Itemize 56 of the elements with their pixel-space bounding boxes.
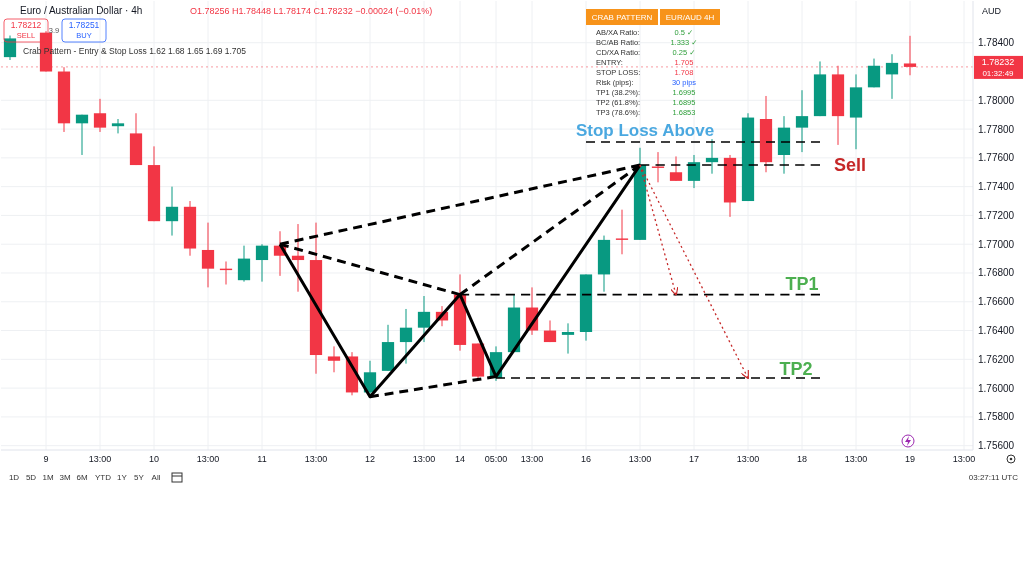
x-tick-label: 13:00 (952, 454, 976, 464)
y-tick-label: 1.75800 (978, 411, 1015, 423)
x-tick-label: 9 (43, 454, 49, 464)
x-tick-label: 13:00 (412, 454, 436, 464)
text: YTD (95, 473, 112, 482)
y-tick-label: 1.76600 (978, 296, 1015, 308)
annotation: O1.78256 H1.78448 L1.78174 C1.78232 −0.00024 (−0.01%) (190, 6, 433, 16)
x-tick-label: 14 (454, 454, 466, 464)
y-tick-label: 1.77000 (978, 238, 1015, 250)
annotation: CRAB PATTERN (591, 13, 653, 22)
annotation: EUR/AUD 4H (665, 13, 715, 22)
annotation: Stop Loss Above (575, 121, 715, 140)
x-tick-label: 13:00 (196, 454, 220, 464)
y-tick-label: 1.77200 (978, 209, 1015, 221)
y-tick-label: 1.76800 (978, 267, 1015, 279)
y-tick-label: 1.78000 (978, 94, 1015, 106)
y-tick-label: 1.76400 (978, 325, 1015, 337)
x-tick-label: 16 (580, 454, 592, 464)
x-tick-label: 10 (148, 454, 160, 464)
text: 3M (59, 473, 71, 482)
x-tick-label: 13:00 (736, 454, 760, 464)
annotation: Sell (833, 155, 867, 175)
ref-line-label: 1.78232 (981, 56, 1015, 67)
x-tick-label: 13:00 (520, 454, 544, 464)
y-tick-label: 1.77800 (978, 123, 1015, 135)
annotation: TP2 (779, 359, 813, 379)
text: 1Y (117, 473, 128, 482)
y-tick-label: 1.78400 (978, 37, 1015, 49)
text: 1D (8, 473, 20, 482)
text: 5D (25, 473, 37, 482)
x-tick-label: 19 (904, 454, 916, 464)
y-tick-label: 1.76000 (978, 382, 1015, 394)
chart-title: Euro / Australian Dollar · 4h (20, 5, 143, 16)
annotation: 1.78212 (10, 20, 42, 30)
x-tick-label: 05:00 (484, 454, 508, 464)
annotation: TP1 (785, 274, 819, 294)
annotation: 1.78251 (68, 20, 100, 30)
text: 5Y (134, 473, 145, 482)
x-tick-label: 13:00 (628, 454, 652, 464)
x-tick-label: 17 (688, 454, 700, 464)
x-tick-label: 13:00 (88, 454, 112, 464)
text: All (151, 473, 161, 482)
text: 01:32:49 (982, 68, 1015, 78)
x-tick-label: 18 (796, 454, 808, 464)
y-tick-label: 1.75600 (978, 440, 1015, 452)
y-tick-label: 1.76200 (978, 353, 1015, 365)
text: 6M (76, 473, 88, 482)
text: 1M (42, 473, 54, 482)
text: 03:27:11 UTC (968, 473, 1019, 482)
x-tick-label: 12 (364, 454, 376, 464)
y-tick-label: 1.77600 (978, 152, 1015, 164)
y-axis-title: AUD (982, 6, 1002, 16)
x-tick-label: 13:00 (844, 454, 868, 464)
y-tick-label: 1.77400 (978, 181, 1015, 193)
x-tick-label: 11 (257, 454, 267, 464)
x-tick-label: 13:00 (304, 454, 328, 464)
